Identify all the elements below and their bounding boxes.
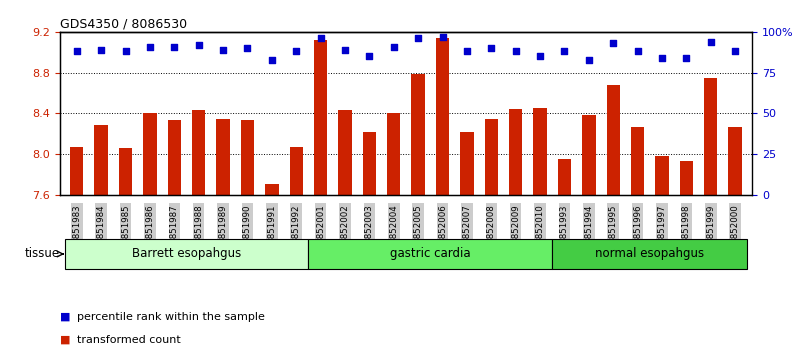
Point xyxy=(412,35,424,41)
Point xyxy=(388,44,400,49)
Bar xyxy=(552,239,747,269)
Bar xyxy=(95,126,108,195)
Point xyxy=(607,40,619,46)
Point xyxy=(314,35,327,41)
Point xyxy=(485,45,498,51)
Point xyxy=(729,48,742,54)
Bar xyxy=(436,38,449,195)
Bar xyxy=(460,132,474,195)
Point xyxy=(363,53,376,59)
Bar xyxy=(217,119,230,195)
Point xyxy=(338,47,351,53)
Bar xyxy=(680,161,693,195)
Text: percentile rank within the sample: percentile rank within the sample xyxy=(77,312,265,322)
Bar xyxy=(314,40,327,195)
Text: ■: ■ xyxy=(60,312,74,322)
Bar xyxy=(363,132,376,195)
Bar xyxy=(655,156,669,195)
Bar xyxy=(485,119,498,195)
Text: Barrett esopahgus: Barrett esopahgus xyxy=(132,247,241,261)
Point xyxy=(680,55,693,61)
Bar xyxy=(558,159,572,195)
Bar xyxy=(387,113,400,195)
Point xyxy=(95,47,107,53)
Text: GDS4350 / 8086530: GDS4350 / 8086530 xyxy=(60,18,187,31)
Bar xyxy=(704,78,717,195)
Bar xyxy=(265,183,279,195)
Bar xyxy=(607,85,620,195)
Text: gastric cardia: gastric cardia xyxy=(390,247,470,261)
Text: ■: ■ xyxy=(60,335,74,345)
Point xyxy=(656,55,669,61)
Point xyxy=(533,53,546,59)
Bar xyxy=(582,115,595,195)
Bar xyxy=(119,148,132,195)
Point xyxy=(119,48,132,54)
Text: transformed count: transformed count xyxy=(77,335,181,345)
Point xyxy=(70,48,83,54)
Point xyxy=(266,57,279,62)
Text: normal esopahgus: normal esopahgus xyxy=(595,247,704,261)
Bar xyxy=(64,239,308,269)
Bar xyxy=(509,109,522,195)
Bar xyxy=(631,126,644,195)
Point xyxy=(583,57,595,62)
Point xyxy=(217,47,229,53)
Point xyxy=(143,44,156,49)
Point xyxy=(631,48,644,54)
Text: tissue: tissue xyxy=(25,247,60,261)
Point xyxy=(193,42,205,48)
Point xyxy=(704,39,717,45)
Bar xyxy=(338,110,352,195)
Bar xyxy=(728,126,742,195)
Bar xyxy=(143,113,157,195)
Point xyxy=(509,48,522,54)
Point xyxy=(168,44,181,49)
Point xyxy=(558,48,571,54)
Bar xyxy=(192,110,205,195)
Point xyxy=(290,48,302,54)
Bar xyxy=(168,120,181,195)
Point xyxy=(436,34,449,40)
Bar xyxy=(240,120,254,195)
Bar xyxy=(533,108,547,195)
Bar xyxy=(70,147,84,195)
Bar xyxy=(290,147,303,195)
Bar xyxy=(412,74,425,195)
Point xyxy=(241,45,254,51)
Bar xyxy=(308,239,552,269)
Point xyxy=(461,48,474,54)
